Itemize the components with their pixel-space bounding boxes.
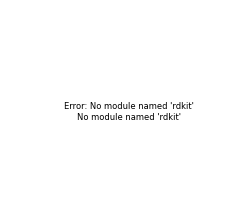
Text: Error: No module named 'rdkit'
No module named 'rdkit': Error: No module named 'rdkit' No module…: [64, 102, 194, 122]
